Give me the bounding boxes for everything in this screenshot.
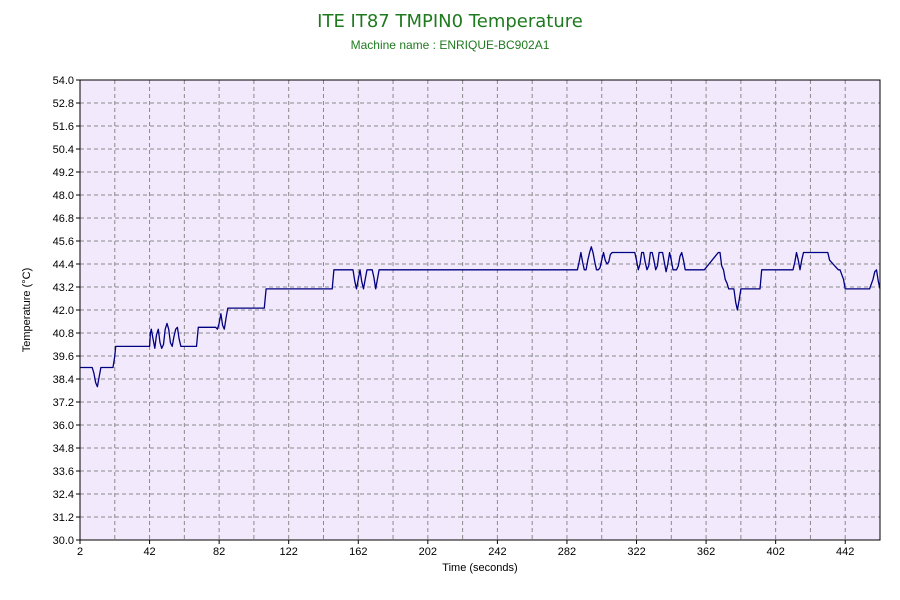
y-tick-label: 50.4 — [53, 144, 74, 156]
y-tick-label: 40.8 — [53, 328, 74, 340]
chart-subtitle: Machine name : ENRIQUE-BC902A1 — [350, 38, 550, 52]
y-tick-label: 54.0 — [53, 75, 74, 87]
x-tick-label: 362 — [697, 546, 715, 558]
y-tick-label: 44.4 — [53, 259, 74, 271]
x-tick-label: 42 — [143, 546, 155, 558]
y-tick-label: 51.6 — [53, 121, 74, 133]
x-axis-label: Time (seconds) — [442, 562, 517, 574]
grid-layer — [80, 80, 880, 540]
x-tick-label: 2 — [77, 546, 83, 558]
y-tick-label: 33.6 — [53, 466, 74, 478]
y-tick-label: 37.2 — [53, 397, 74, 409]
x-tick-label: 282 — [558, 546, 576, 558]
y-tick-label: 34.8 — [53, 443, 74, 455]
y-tick-label: 38.4 — [53, 374, 74, 386]
y-tick-label: 42.0 — [53, 305, 74, 317]
y-tick-label: 49.2 — [53, 167, 74, 179]
y-tick-label: 39.6 — [53, 351, 74, 363]
y-tick-label: 43.2 — [53, 282, 74, 294]
series-layer — [80, 246, 881, 388]
x-tick-label: 442 — [836, 546, 854, 558]
x-tick-label: 162 — [349, 546, 367, 558]
x-tick-label: 122 — [280, 546, 298, 558]
y-tick-label: 31.2 — [53, 512, 74, 524]
y-tick-label: 32.4 — [53, 489, 74, 501]
x-tick-label: 402 — [766, 546, 784, 558]
y-tick-label: 30.0 — [53, 535, 74, 547]
y-axis-label: Temperature (°C) — [21, 268, 33, 352]
y-tick-label: 48.0 — [53, 190, 74, 202]
y-tick-label: 46.8 — [53, 213, 74, 225]
x-tick-label: 202 — [419, 546, 437, 558]
tick-layer: 2 42 82 122 162 202 242 282 322 362 402 44230.031.2… — [53, 75, 855, 558]
x-tick-label: 82 — [213, 546, 225, 558]
y-tick-label: 45.6 — [53, 236, 74, 248]
temperature-series-line — [80, 246, 881, 388]
y-tick-label: 52.8 — [53, 98, 74, 110]
x-tick-label: 322 — [627, 546, 645, 558]
y-tick-label: 36.0 — [53, 420, 74, 432]
x-tick-label: 242 — [488, 546, 506, 558]
chart-title: ITE IT87 TMPIN0 Temperature — [317, 11, 583, 32]
